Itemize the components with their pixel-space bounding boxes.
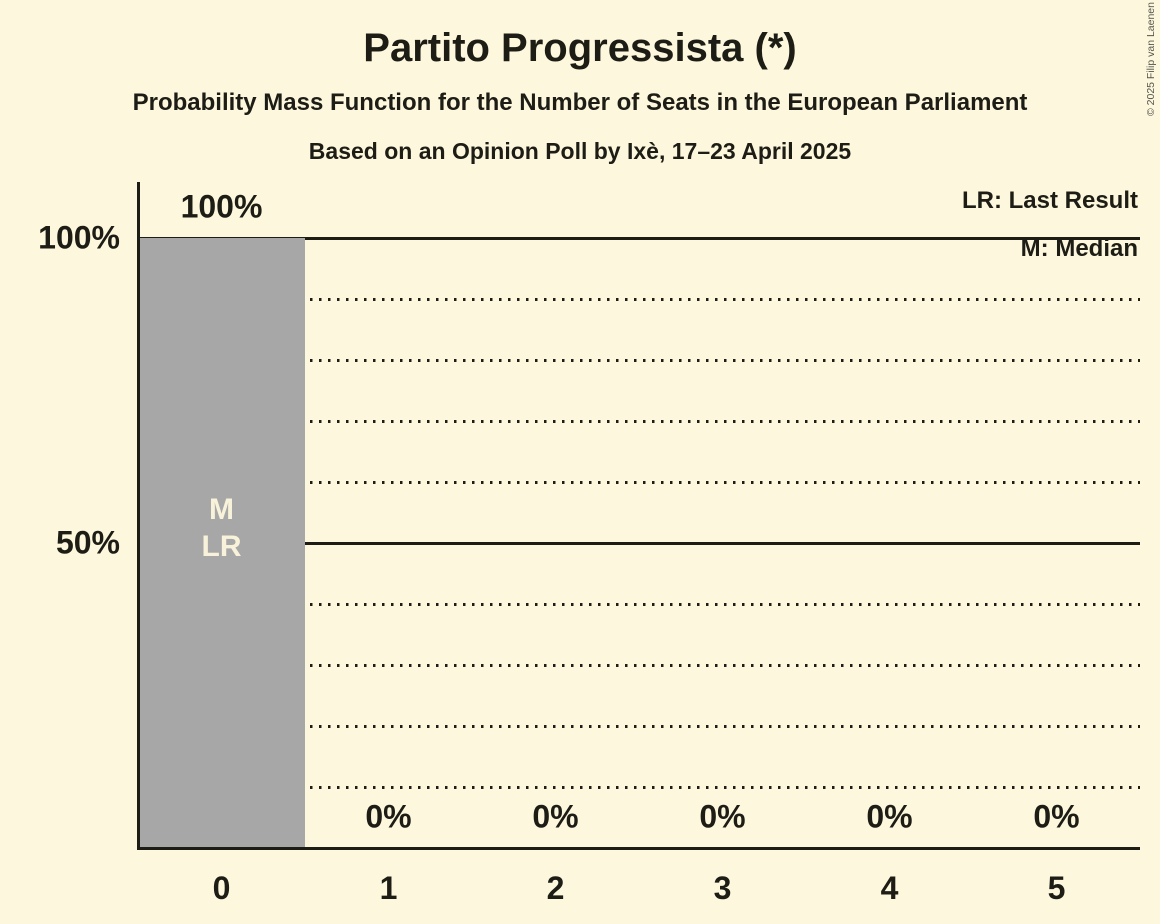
- value-label-seats-2: 0%: [532, 798, 579, 835]
- bar-annotation-line: M: [209, 493, 234, 526]
- legend-last-result: LR: Last Result: [961, 187, 1138, 214]
- gridline-solid-100: [139, 237, 1140, 240]
- x-axis-line: [137, 847, 1140, 850]
- chart-subtitle: Probability Mass Function for the Number…: [132, 89, 1028, 116]
- gridline-dotted-90: [139, 298, 1140, 301]
- value-label-seats-4: 0%: [866, 798, 913, 835]
- y-axis-line: [137, 182, 140, 850]
- gridline-dotted-20: [139, 725, 1140, 728]
- legend-median: M: Median: [1020, 235, 1138, 262]
- gridline-solid-50: [139, 542, 1140, 545]
- bar-seats-0: [140, 238, 305, 848]
- bar-annotation-median-lastresult: M LR: [202, 491, 242, 565]
- bar-annotation-line: LR: [201, 530, 242, 563]
- gridline-dotted-60: [139, 481, 1140, 484]
- x-tick-label-3: 3: [713, 870, 732, 906]
- y-tick-label-100: 100%: [38, 219, 120, 256]
- x-tick-label-4: 4: [880, 870, 899, 906]
- gridline-dotted-70: [139, 420, 1140, 423]
- value-label-seats-1: 0%: [365, 798, 412, 835]
- value-label-seats-5: 0%: [1033, 798, 1080, 835]
- gridline-dotted-10: [139, 786, 1140, 789]
- y-tick-label-50: 50%: [55, 524, 120, 561]
- value-label-seats-3: 0%: [699, 798, 746, 835]
- gridline-dotted-80: [139, 359, 1140, 362]
- gridline-dotted-30: [139, 664, 1140, 667]
- chart-poll-source: Based on an Opinion Poll by Ixè, 17–23 A…: [308, 138, 852, 164]
- x-tick-label-0: 0: [212, 870, 231, 906]
- copyright-notice: © 2025 Filip van Laenen: [1145, 2, 1157, 116]
- chart-title: Partito Progressista (*): [363, 26, 797, 70]
- x-tick-label-2: 2: [546, 870, 565, 906]
- value-label-seats-0: 100%: [180, 188, 263, 225]
- gridline-dotted-40: [139, 603, 1140, 606]
- x-tick-label-1: 1: [379, 870, 398, 906]
- x-tick-label-5: 5: [1047, 870, 1066, 906]
